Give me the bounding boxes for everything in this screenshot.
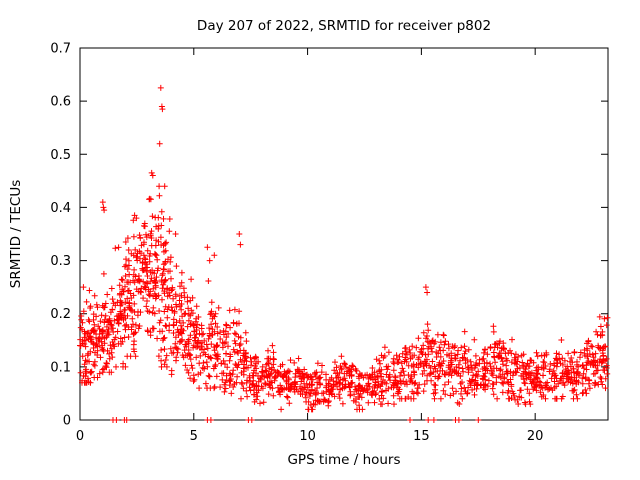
y-tick-label: 0.1: [50, 360, 71, 375]
y-tick-label: 0.2: [50, 307, 71, 322]
x-tick-label: 10: [299, 429, 316, 444]
y-tick-label: 0.6: [50, 95, 71, 110]
data-points: [77, 84, 611, 423]
axes: 0 5 10 15 20 0 0.1 0.2 0.3 0.4 0.5 0.6 0.7: [50, 42, 609, 444]
y-tick-label: 0.4: [50, 201, 71, 216]
plot-border: [79, 47, 609, 421]
x-tick-label: 15: [413, 429, 430, 444]
y-tick-label: 0.7: [50, 42, 71, 57]
y-tick-label: 0.5: [50, 148, 71, 163]
x-axis-label: GPS time / hours: [287, 452, 400, 468]
y-tick-label: 0: [63, 414, 71, 429]
x-tick-label: 20: [527, 429, 544, 444]
y-tick-label: 0.3: [50, 254, 71, 269]
x-tick-label: 0: [76, 429, 84, 444]
y-axis-label: SRMTID / TECUs: [8, 180, 24, 288]
chart-title: Day 207 of 2022, SRMTID for receiver p80…: [197, 18, 491, 34]
x-tick-label: 5: [190, 429, 198, 444]
scatter-points: [77, 84, 611, 423]
